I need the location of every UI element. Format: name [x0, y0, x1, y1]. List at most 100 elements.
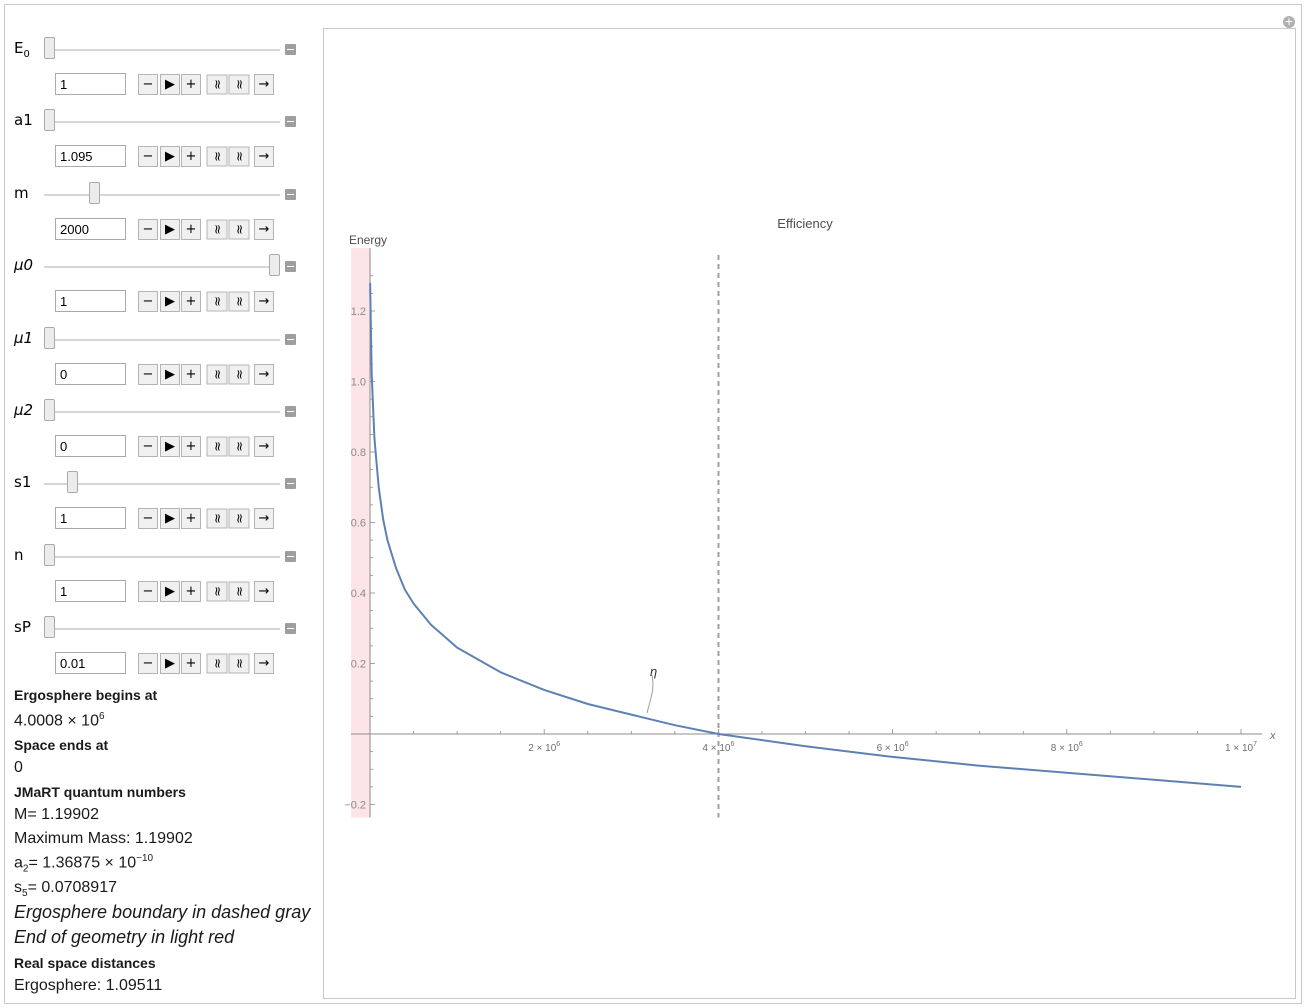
slider-thumb[interactable]: [44, 399, 55, 421]
value-row-6: 1− ▶ + ≈ ≈ →: [55, 507, 285, 531]
slower-icon[interactable]: ≈: [228, 146, 250, 167]
minus-icon[interactable]: −: [138, 363, 158, 385]
plus-icon[interactable]: +: [181, 218, 201, 240]
value-input[interactable]: 1: [55, 290, 126, 313]
play-icon[interactable]: ▶: [160, 218, 180, 240]
slider-thumb[interactable]: [44, 37, 55, 59]
slider-track[interactable]: [44, 483, 280, 486]
direction-arrow-icon[interactable]: →: [254, 146, 274, 168]
slider-track[interactable]: [44, 193, 280, 196]
slider-thumb[interactable]: [44, 616, 55, 639]
direction-arrow-icon[interactable]: →: [254, 218, 274, 240]
value-row-7: 1− ▶ + ≈ ≈ →: [55, 579, 285, 604]
slider-thumb[interactable]: [269, 254, 280, 277]
slider-track[interactable]: [44, 555, 280, 558]
direction-arrow-icon[interactable]: →: [254, 653, 274, 675]
play-icon[interactable]: ▶: [160, 291, 180, 313]
collapse-icon[interactable]: [285, 623, 296, 635]
faster-icon[interactable]: ≈: [206, 653, 228, 674]
value-input[interactable]: 1: [55, 579, 126, 602]
direction-arrow-icon[interactable]: →: [254, 436, 274, 457]
value-input[interactable]: 0.01: [55, 652, 126, 675]
faster-icon[interactable]: ≈: [206, 581, 228, 602]
plus-icon[interactable]: +: [181, 363, 201, 385]
collapse-icon[interactable]: [285, 478, 296, 490]
minus-icon[interactable]: −: [138, 74, 158, 95]
direction-arrow-icon[interactable]: →: [254, 74, 274, 95]
collapse-icon[interactable]: [285, 406, 296, 417]
collapse-icon[interactable]: [285, 44, 296, 55]
plus-icon[interactable]: +: [181, 436, 201, 457]
value-input[interactable]: 1: [55, 507, 126, 530]
slider-thumb[interactable]: [44, 543, 55, 566]
value-input[interactable]: 2000: [55, 217, 126, 240]
minus-icon[interactable]: −: [138, 436, 158, 457]
direction-arrow-icon[interactable]: →: [254, 580, 274, 602]
collapse-icon[interactable]: [285, 333, 296, 345]
slider-track[interactable]: [44, 266, 280, 269]
slower-icon[interactable]: ≈: [228, 74, 250, 95]
direction-arrow-icon[interactable]: →: [254, 363, 274, 385]
plot-panel: [323, 28, 1296, 999]
value-input[interactable]: 1.095: [55, 145, 126, 168]
slider-track[interactable]: [44, 121, 280, 124]
plus-icon[interactable]: +: [181, 146, 201, 168]
slower-icon[interactable]: ≈: [228, 436, 250, 457]
slower-icon[interactable]: ≈: [228, 581, 250, 602]
value-input[interactable]: 1: [55, 73, 126, 95]
add-options-icon[interactable]: +: [1283, 15, 1295, 28]
minus-icon[interactable]: −: [138, 146, 158, 168]
faster-icon[interactable]: ≈: [206, 508, 228, 529]
play-icon[interactable]: ▶: [160, 653, 180, 675]
play-icon[interactable]: ▶: [160, 436, 180, 457]
minus-icon[interactable]: −: [138, 291, 158, 313]
geometry-end-note: End of geometry in light red: [14, 927, 235, 947]
slower-icon[interactable]: ≈: [228, 653, 250, 674]
value-input[interactable]: 0: [55, 435, 126, 457]
collapse-icon[interactable]: [285, 188, 296, 200]
slider-thumb[interactable]: [89, 181, 100, 204]
collapse-icon[interactable]: [285, 261, 296, 273]
play-icon[interactable]: ▶: [160, 363, 180, 385]
faster-icon[interactable]: ≈: [206, 146, 228, 167]
faster-icon[interactable]: ≈: [206, 364, 228, 385]
slider-track[interactable]: [44, 338, 280, 341]
play-icon[interactable]: ▶: [160, 74, 180, 95]
plus-icon[interactable]: +: [181, 74, 201, 95]
parameter-label: a1: [14, 111, 33, 130]
faster-icon[interactable]: ≈: [206, 436, 228, 457]
slider-track[interactable]: [44, 628, 280, 631]
faster-icon[interactable]: ≈: [206, 219, 228, 240]
direction-arrow-icon[interactable]: →: [254, 508, 274, 530]
minus-icon[interactable]: −: [138, 508, 158, 530]
minus-icon[interactable]: −: [138, 218, 158, 240]
plus-icon[interactable]: +: [181, 653, 201, 675]
direction-arrow-icon[interactable]: →: [254, 291, 274, 313]
slider-thumb[interactable]: [66, 471, 78, 494]
slower-icon[interactable]: ≈: [228, 364, 250, 385]
slower-icon[interactable]: ≈: [228, 508, 250, 529]
play-icon[interactable]: ▶: [160, 580, 180, 602]
plus-icon[interactable]: +: [181, 580, 201, 602]
faster-icon[interactable]: ≈: [206, 74, 228, 95]
slider-row-6: s1: [8, 471, 300, 495]
slider-thumb[interactable]: [44, 109, 55, 132]
play-icon[interactable]: ▶: [160, 146, 180, 168]
faster-icon[interactable]: ≈: [206, 291, 228, 312]
minus-icon[interactable]: −: [138, 653, 158, 675]
collapse-icon[interactable]: [285, 550, 296, 562]
slider-track[interactable]: [44, 49, 280, 51]
value-row-2: 2000− ▶ + ≈ ≈ →: [55, 217, 285, 242]
value-input[interactable]: 0: [55, 362, 126, 385]
slower-icon[interactable]: ≈: [228, 219, 250, 240]
plus-icon[interactable]: +: [181, 508, 201, 530]
max-mass-line: Maximum Mass: 1.19902: [14, 830, 193, 847]
slider-track[interactable]: [44, 411, 280, 413]
value-row-0: 1− ▶ + ≈ ≈ →: [55, 73, 285, 97]
minus-icon[interactable]: −: [138, 580, 158, 602]
play-icon[interactable]: ▶: [160, 508, 180, 530]
slider-thumb[interactable]: [44, 326, 55, 349]
plus-icon[interactable]: +: [181, 291, 201, 313]
slower-icon[interactable]: ≈: [228, 291, 250, 312]
collapse-icon[interactable]: [285, 116, 296, 128]
